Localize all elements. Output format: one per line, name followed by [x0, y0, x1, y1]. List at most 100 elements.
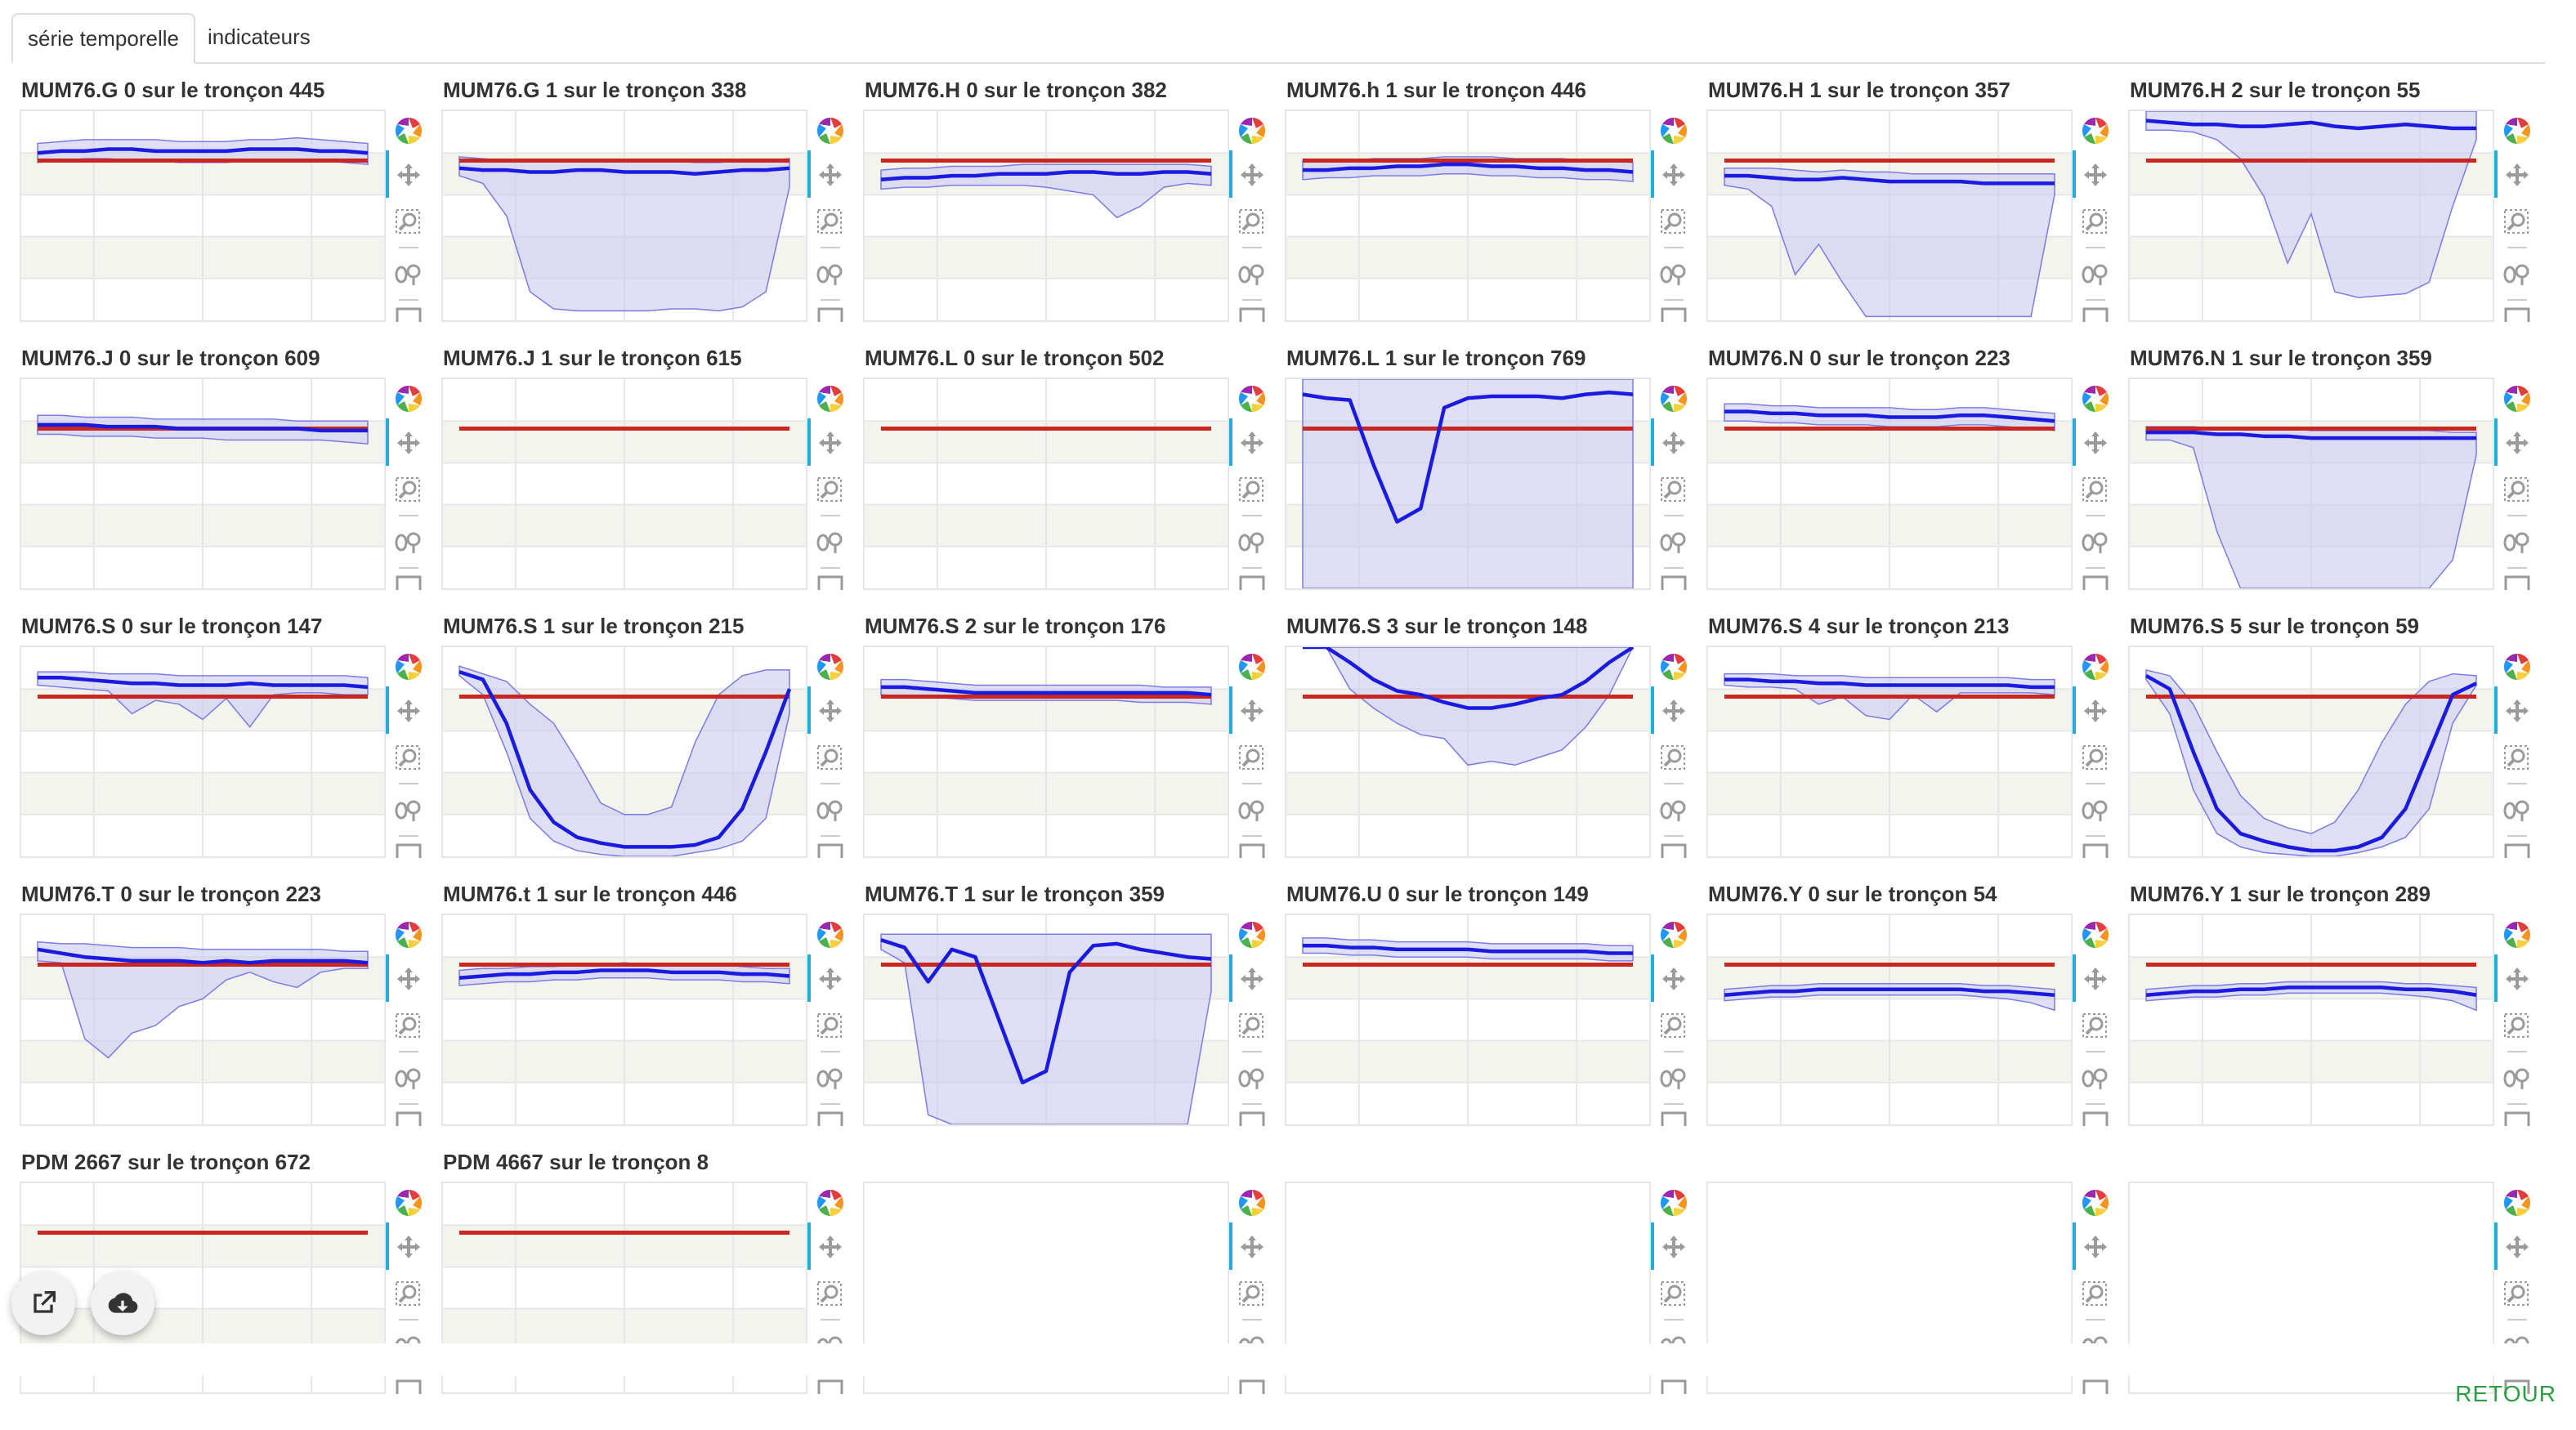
- wheel-zoom-icon[interactable]: [2079, 1061, 2112, 1093]
- plot-area[interactable]: [441, 109, 807, 322]
- box-zoom-icon[interactable]: [814, 1010, 847, 1043]
- pan-icon[interactable]: [2501, 159, 2534, 191]
- logo-icon[interactable]: [1236, 1186, 1268, 1219]
- box-zoom-icon[interactable]: [392, 474, 425, 507]
- wheel-zoom-icon[interactable]: [2501, 525, 2534, 557]
- plot-area[interactable]: [1706, 914, 2073, 1126]
- wheel-zoom-icon[interactable]: [2079, 525, 2112, 557]
- pan-icon[interactable]: [814, 1231, 847, 1263]
- box-zoom-icon[interactable]: [392, 206, 425, 239]
- save-icon[interactable]: [1236, 1108, 1268, 1126]
- logo-icon[interactable]: [392, 650, 425, 683]
- box-zoom-icon[interactable]: [2079, 742, 2112, 775]
- save-icon[interactable]: [392, 572, 425, 590]
- pan-icon[interactable]: [392, 695, 425, 727]
- pan-icon[interactable]: [2079, 1231, 2112, 1263]
- save-icon[interactable]: [2079, 840, 2112, 858]
- wheel-zoom-icon[interactable]: [1657, 793, 1690, 825]
- save-icon[interactable]: [814, 572, 847, 590]
- pan-icon[interactable]: [2501, 695, 2534, 727]
- logo-icon[interactable]: [2079, 918, 2112, 951]
- wheel-zoom-icon[interactable]: [2501, 257, 2534, 289]
- box-zoom-icon[interactable]: [1236, 1010, 1268, 1043]
- box-zoom-icon[interactable]: [392, 1278, 425, 1311]
- wheel-zoom-icon[interactable]: [1236, 1061, 1268, 1093]
- logo-icon[interactable]: [1657, 650, 1690, 683]
- plot-area[interactable]: [2128, 646, 2494, 858]
- save-icon[interactable]: [1657, 840, 1690, 858]
- pan-icon[interactable]: [2079, 695, 2112, 727]
- box-zoom-icon[interactable]: [814, 206, 847, 239]
- plot-area[interactable]: [2128, 109, 2494, 322]
- wheel-zoom-icon[interactable]: [1657, 525, 1690, 557]
- pan-icon[interactable]: [1657, 1231, 1690, 1263]
- box-zoom-icon[interactable]: [1236, 742, 1268, 775]
- box-zoom-icon[interactable]: [814, 474, 847, 507]
- logo-icon[interactable]: [1657, 114, 1690, 147]
- logo-icon[interactable]: [814, 382, 847, 415]
- wheel-zoom-icon[interactable]: [1236, 525, 1268, 557]
- pan-icon[interactable]: [2501, 427, 2534, 459]
- logo-icon[interactable]: [392, 1186, 425, 1219]
- logo-icon[interactable]: [2079, 114, 2112, 147]
- plot-area[interactable]: [1706, 378, 2073, 590]
- save-icon[interactable]: [814, 304, 847, 322]
- wheel-zoom-icon[interactable]: [2079, 793, 2112, 825]
- save-icon[interactable]: [814, 840, 847, 858]
- wheel-zoom-icon[interactable]: [1236, 257, 1268, 289]
- logo-icon[interactable]: [1236, 114, 1268, 147]
- logo-icon[interactable]: [2501, 1186, 2534, 1219]
- plot-area[interactable]: [441, 378, 807, 590]
- box-zoom-icon[interactable]: [392, 742, 425, 775]
- box-zoom-icon[interactable]: [1236, 474, 1268, 507]
- plot-area[interactable]: [1285, 109, 1651, 322]
- save-icon[interactable]: [2079, 572, 2112, 590]
- logo-icon[interactable]: [814, 918, 847, 951]
- logo-icon[interactable]: [2079, 382, 2112, 415]
- plot-area[interactable]: [20, 109, 386, 322]
- plot-area[interactable]: [1706, 109, 2073, 322]
- pan-icon[interactable]: [392, 159, 425, 191]
- plot-area[interactable]: [863, 914, 1229, 1126]
- pan-icon[interactable]: [2501, 963, 2534, 995]
- logo-icon[interactable]: [2501, 382, 2534, 415]
- save-icon[interactable]: [2079, 304, 2112, 322]
- save-icon[interactable]: [1657, 1108, 1690, 1126]
- wheel-zoom-icon[interactable]: [392, 257, 425, 289]
- wheel-zoom-icon[interactable]: [814, 793, 847, 825]
- pan-icon[interactable]: [2079, 159, 2112, 191]
- plot-area[interactable]: [2128, 914, 2494, 1126]
- box-zoom-icon[interactable]: [2501, 742, 2534, 775]
- save-icon[interactable]: [1236, 304, 1268, 322]
- pan-icon[interactable]: [1236, 963, 1268, 995]
- pan-icon[interactable]: [1657, 427, 1690, 459]
- plot-area[interactable]: [20, 378, 386, 590]
- save-icon[interactable]: [2079, 1108, 2112, 1126]
- retour-link[interactable]: RETOUR: [2455, 1381, 2556, 1406]
- logo-icon[interactable]: [392, 382, 425, 415]
- plot-area[interactable]: [863, 646, 1229, 858]
- box-zoom-icon[interactable]: [2079, 1278, 2112, 1311]
- wheel-zoom-icon[interactable]: [392, 525, 425, 557]
- logo-icon[interactable]: [814, 650, 847, 683]
- pan-icon[interactable]: [392, 427, 425, 459]
- pan-icon[interactable]: [1236, 159, 1268, 191]
- logo-icon[interactable]: [2501, 650, 2534, 683]
- plot-area[interactable]: [441, 646, 807, 858]
- wheel-zoom-icon[interactable]: [2501, 1061, 2534, 1093]
- pan-icon[interactable]: [814, 427, 847, 459]
- wheel-zoom-icon[interactable]: [1657, 257, 1690, 289]
- box-zoom-icon[interactable]: [1657, 1010, 1690, 1043]
- plot-area[interactable]: [441, 914, 807, 1126]
- wheel-zoom-icon[interactable]: [2079, 257, 2112, 289]
- save-icon[interactable]: [2501, 304, 2534, 322]
- save-icon[interactable]: [1657, 572, 1690, 590]
- box-zoom-icon[interactable]: [1236, 206, 1268, 239]
- box-zoom-icon[interactable]: [1657, 474, 1690, 507]
- plot-area[interactable]: [2128, 378, 2494, 590]
- save-icon[interactable]: [2501, 1108, 2534, 1126]
- wheel-zoom-icon[interactable]: [814, 1061, 847, 1093]
- save-icon[interactable]: [1657, 304, 1690, 322]
- save-icon[interactable]: [2501, 1376, 2534, 1394]
- box-zoom-icon[interactable]: [814, 1278, 847, 1311]
